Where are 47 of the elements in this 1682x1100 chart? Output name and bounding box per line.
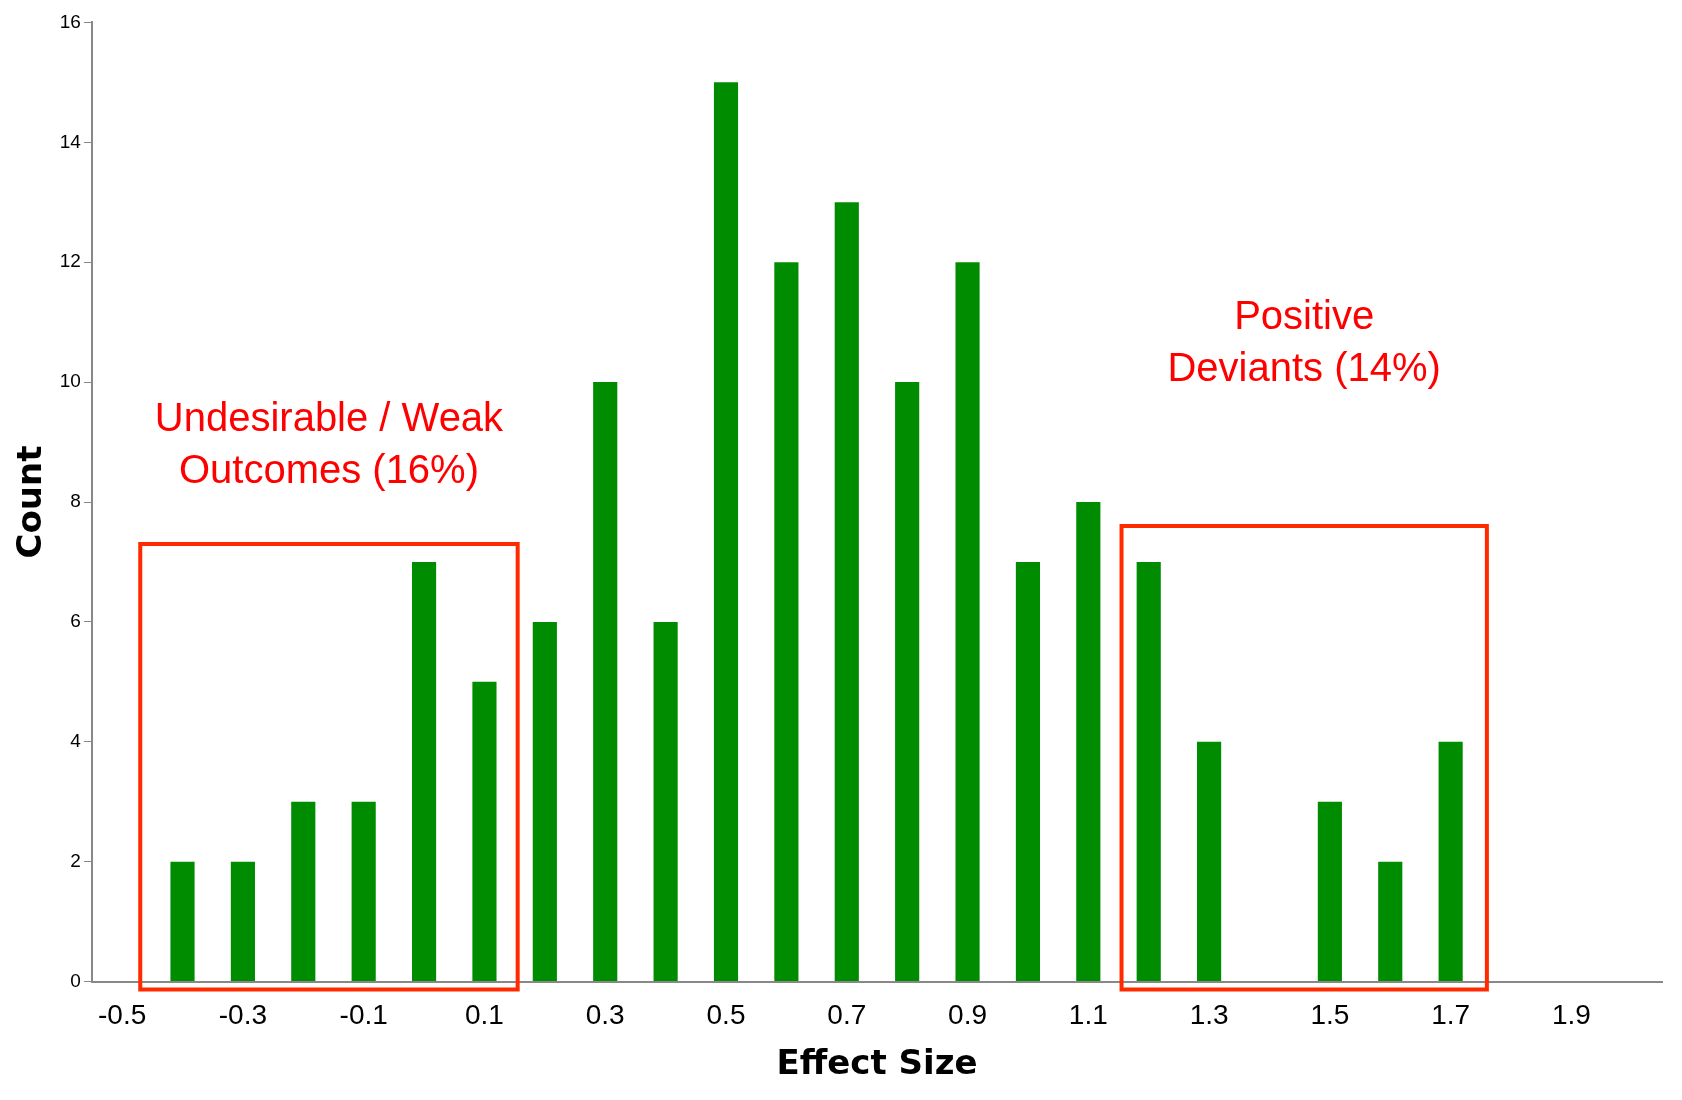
x-tick-label: 0.5 xyxy=(706,999,746,1031)
bar xyxy=(834,202,859,982)
y-tick-label: 8 xyxy=(70,490,81,512)
annotation: Positive Deviants (14%) xyxy=(1167,293,1441,390)
y-tick-label: 16 xyxy=(59,10,81,32)
x-tick-label: 0.7 xyxy=(827,999,867,1031)
x-tick-label: 1.9 xyxy=(1551,999,1591,1031)
y-tick-label: 4 xyxy=(70,730,82,752)
x-tick-label: 1.7 xyxy=(1431,999,1471,1031)
x-axis-title: Effect Size xyxy=(776,1042,978,1083)
x-tick-label: -0.1 xyxy=(339,999,388,1031)
x-tick-label: 0.3 xyxy=(585,999,625,1031)
x-tick-label: 0.9 xyxy=(948,999,988,1031)
bar xyxy=(1197,741,1222,982)
bar xyxy=(1317,801,1342,982)
y-axis-title: Count xyxy=(9,445,50,559)
bar xyxy=(411,561,437,982)
bar xyxy=(1136,561,1161,982)
x-tick-label: -0.3 xyxy=(218,999,268,1031)
bar xyxy=(774,262,799,982)
x-tick-label: 1.1 xyxy=(1068,999,1108,1031)
bar xyxy=(1076,502,1101,982)
bar xyxy=(593,382,618,982)
y-tick-label: 0 xyxy=(70,969,81,991)
bar xyxy=(653,621,678,982)
bar xyxy=(472,681,497,982)
y-tick-label: 6 xyxy=(70,610,81,632)
bar xyxy=(351,801,376,982)
bar xyxy=(895,382,920,982)
y-tick-label: 12 xyxy=(59,250,81,272)
bar xyxy=(230,861,255,982)
bar xyxy=(532,621,557,982)
y-tick-label: 10 xyxy=(59,370,81,392)
bar xyxy=(1378,861,1403,982)
bar xyxy=(170,861,195,982)
bar xyxy=(713,82,739,982)
x-tick-label: 0.1 xyxy=(464,999,504,1031)
bar xyxy=(1015,561,1041,982)
x-tick-label: -0.5 xyxy=(98,999,147,1031)
x-tick-label: 1.3 xyxy=(1189,999,1229,1031)
bar xyxy=(1438,741,1463,982)
bar xyxy=(291,801,316,982)
y-tick-label: 2 xyxy=(70,849,81,871)
annotation: Undesirable / Weak Outcomes (16%) xyxy=(154,395,505,492)
y-tick-label: 14 xyxy=(59,130,82,152)
bar xyxy=(955,262,980,982)
x-tick-label: 1.5 xyxy=(1310,999,1350,1031)
